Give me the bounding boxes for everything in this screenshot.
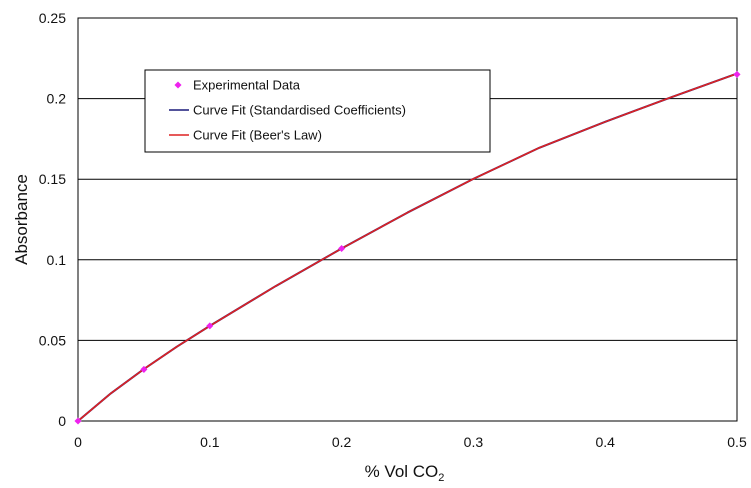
legend-label: Curve Fit (Beer's Law) [193, 128, 322, 143]
legend-label: Experimental Data [193, 78, 301, 93]
legend-marker [174, 81, 182, 89]
data-point [74, 417, 82, 425]
data-point [206, 322, 214, 330]
y-axis-title: Absorbance [12, 174, 31, 265]
legend-box [144, 69, 491, 153]
y-tick-label: 0.2 [47, 91, 67, 107]
x-tick-label: 0.3 [464, 434, 484, 450]
x-tick-label: 0.4 [595, 434, 615, 450]
x-axis-title-subscript: 2 [438, 472, 444, 484]
legend: Experimental Data Curve Fit (Standardised… [144, 69, 491, 153]
series-layer [74, 70, 741, 425]
x-tick-label: 0.1 [200, 434, 220, 450]
x-tick-label: 0.5 [727, 434, 747, 450]
tick-labels: 0 0.05 0.1 0.15 0.2 0.25 0 0.1 0.2 0.3 0.4 0.5 [39, 10, 747, 450]
y-tick-label: 0 [58, 413, 66, 429]
y-tick-label: 0.15 [39, 171, 66, 187]
data-point [338, 244, 346, 253]
plot-area-frame [77, 17, 738, 422]
x-tick-label: 0.2 [332, 434, 352, 450]
x-tick-label: 0 [74, 434, 82, 450]
data-point [733, 70, 741, 78]
y-tick-label: 0.25 [39, 10, 66, 26]
x-axis-title-main: % Vol CO [365, 462, 439, 481]
y-tick-label: 0.1 [47, 252, 67, 268]
legend-label: Curve Fit (Standardised Coefficients) [193, 103, 406, 118]
data-point [140, 365, 148, 373]
x-axis-title: % Vol CO2 [365, 462, 445, 484]
y-tick-label: 0.05 [39, 332, 66, 348]
